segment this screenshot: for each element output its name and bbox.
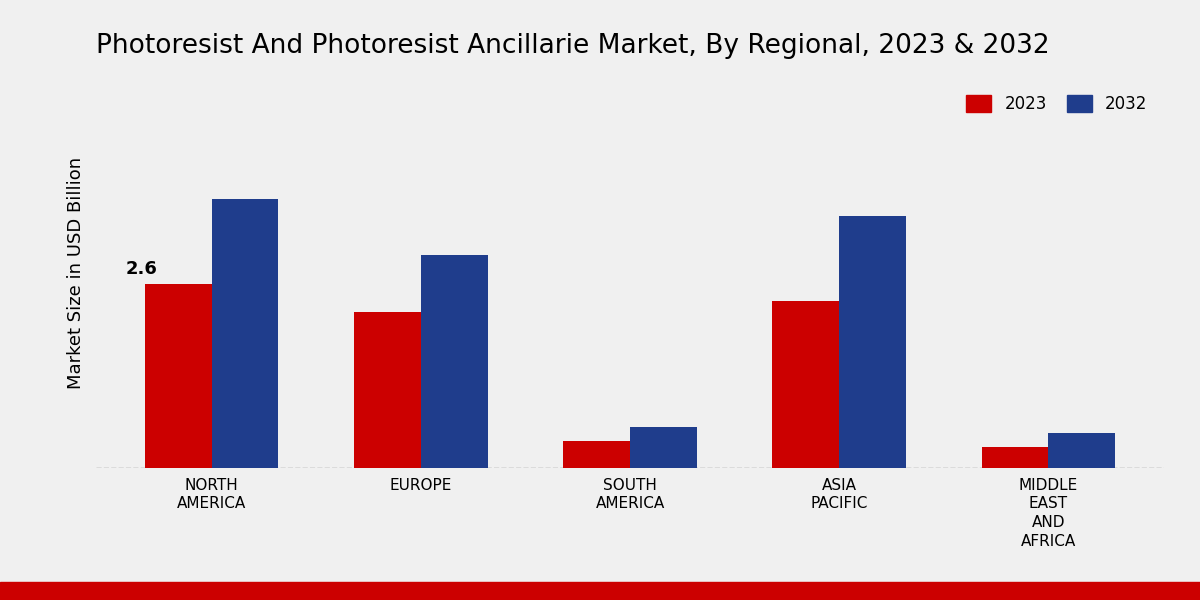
Bar <box>354 312 421 468</box>
Bar <box>563 441 630 468</box>
Legend: 2023, 2032: 2023, 2032 <box>958 86 1156 121</box>
Bar <box>144 284 211 468</box>
Text: 2.6: 2.6 <box>125 260 157 278</box>
Y-axis label: Market Size in USD Billion: Market Size in USD Billion <box>67 157 85 389</box>
Text: Photoresist And Photoresist Ancillarie Market, By Regional, 2023 & 2032: Photoresist And Photoresist Ancillarie M… <box>96 33 1050 59</box>
Bar <box>421 255 487 468</box>
Bar <box>211 199 278 468</box>
Bar <box>839 216 906 468</box>
Bar <box>982 447 1049 468</box>
Bar <box>1049 433 1116 468</box>
Bar <box>773 301 839 468</box>
Bar <box>630 427 697 468</box>
